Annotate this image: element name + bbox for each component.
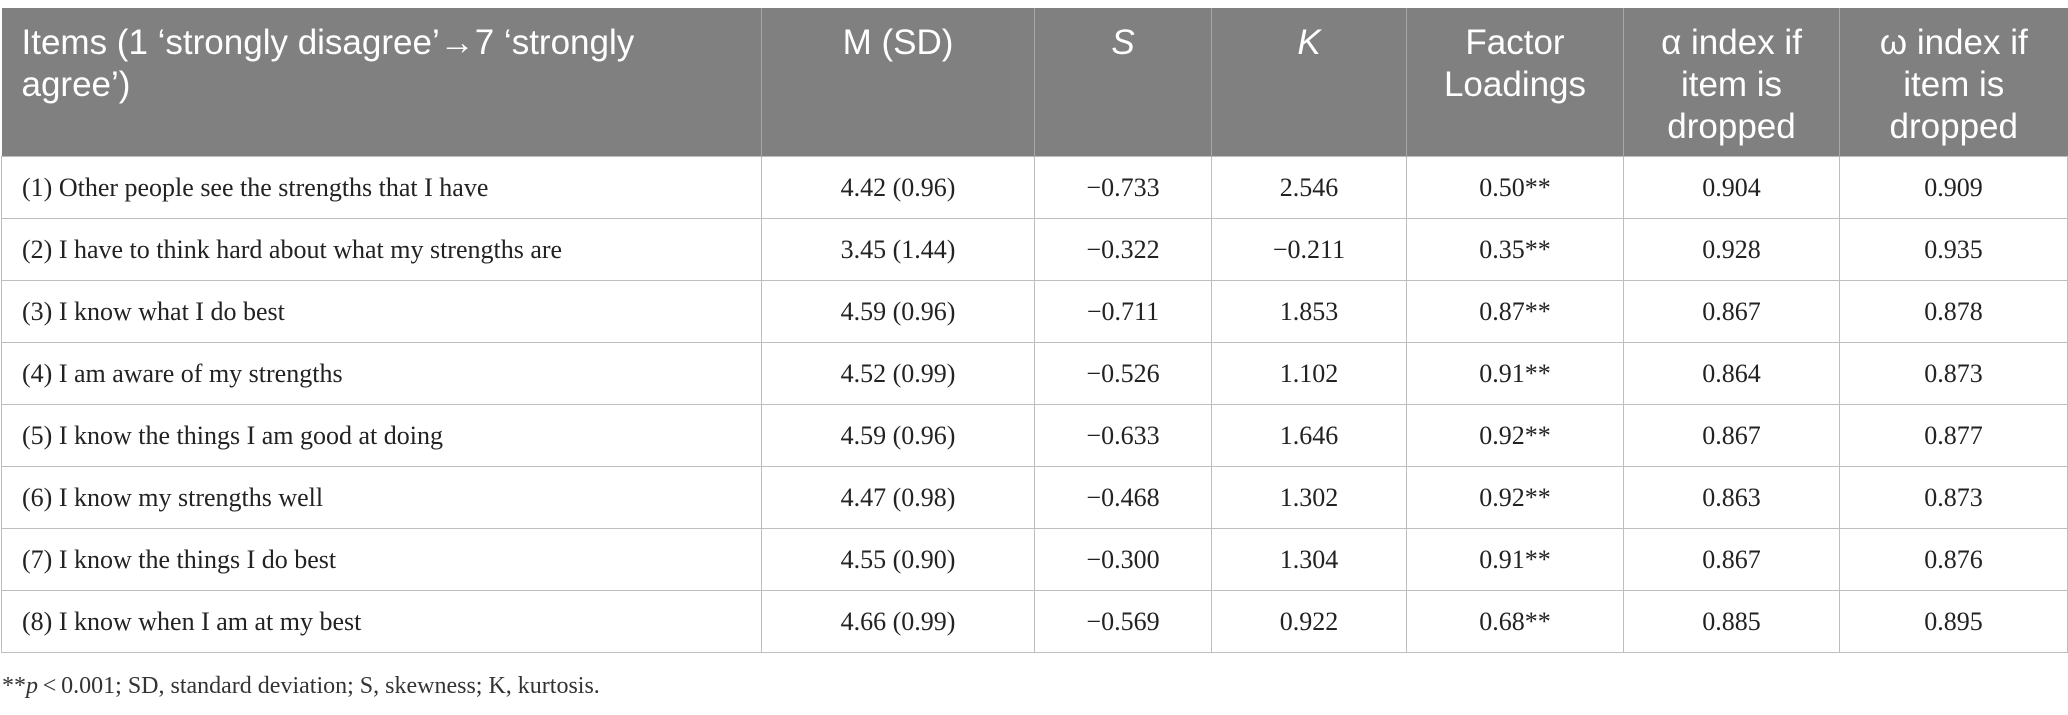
- cell-omega-if-dropped: 0.877: [1839, 404, 2068, 467]
- cell-omega-if-dropped: 0.895: [1839, 590, 2068, 653]
- table-footnote: **p < 0.001; SD, standard deviation; S, …: [2, 673, 600, 700]
- cell-factor-loading: 0.91**: [1406, 342, 1624, 405]
- cell-mean-sd: 4.59 (0.96): [761, 280, 1035, 343]
- cell-item-text: (1) Other people see the strengths that …: [1, 156, 762, 219]
- cell-kurtosis: 1.646: [1211, 404, 1407, 467]
- cell-skewness: −0.300: [1034, 528, 1212, 591]
- cell-alpha-if-dropped: 0.928: [1623, 218, 1840, 281]
- cell-mean-sd: 4.55 (0.90): [761, 528, 1035, 591]
- cell-alpha-if-dropped: 0.867: [1623, 528, 1840, 591]
- cell-factor-loading: 0.91**: [1406, 528, 1624, 591]
- table-row: (6) I know my strengths well 4.47 (0.98) −…: [1, 466, 2068, 529]
- cell-skewness: −0.633: [1034, 404, 1212, 467]
- table-row: (1) Other people see the strengths that …: [1, 156, 2068, 219]
- cell-item-text: (7) I know the things I do best: [1, 528, 762, 591]
- cell-omega-if-dropped: 0.935: [1839, 218, 2068, 281]
- cell-mean-sd: 3.45 (1.44): [761, 218, 1035, 281]
- cell-factor-loading: 0.92**: [1406, 404, 1624, 467]
- cell-skewness: −0.711: [1034, 280, 1212, 343]
- cell-item-text: (4) I am aware of my strengths: [1, 342, 762, 405]
- cell-mean-sd: 4.59 (0.96): [761, 404, 1035, 467]
- table-row: (7) I know the things I do best 4.55 (0.9…: [1, 528, 2068, 591]
- footnote-text: < 0.001; SD, standard deviation; S, skew…: [38, 673, 600, 699]
- table-container: Items (1 ‘strongly disagree’→7 ‘strongly…: [0, 8, 2068, 653]
- cell-kurtosis: 1.302: [1211, 466, 1407, 529]
- cell-omega-if-dropped: 0.873: [1839, 466, 2068, 529]
- cell-skewness: −0.526: [1034, 342, 1212, 405]
- psychometrics-table: Items (1 ‘strongly disagree’→7 ‘strongly…: [1, 8, 2068, 653]
- cell-kurtosis: 2.546: [1211, 156, 1407, 219]
- cell-omega-if-dropped: 0.878: [1839, 280, 2068, 343]
- table-row: (3) I know what I do best 4.59 (0.96) −0.7…: [1, 280, 2068, 343]
- column-header-items: Items (1 ‘strongly disagree’→7 ‘strongly…: [1, 8, 762, 157]
- cell-alpha-if-dropped: 0.867: [1623, 280, 1840, 343]
- cell-mean-sd: 4.42 (0.96): [761, 156, 1035, 219]
- cell-item-text: (8) I know when I am at my best: [1, 590, 762, 653]
- column-header-omega-if-dropped: ω index if item is dropped: [1839, 8, 2068, 157]
- cell-item-text: (6) I know my strengths well: [1, 466, 762, 529]
- cell-alpha-if-dropped: 0.863: [1623, 466, 1840, 529]
- table-row: (4) I am aware of my strengths 4.52 (0.99…: [1, 342, 2068, 405]
- cell-factor-loading: 0.68**: [1406, 590, 1624, 653]
- header-row: Items (1 ‘strongly disagree’→7 ‘strongly…: [1, 8, 2068, 157]
- cell-mean-sd: 4.47 (0.98): [761, 466, 1035, 529]
- table-row: (5) I know the things I am good at doing…: [1, 404, 2068, 467]
- footnote-p: p: [26, 673, 38, 699]
- table-row: (8) I know when I am at my best 4.66 (0.9…: [1, 590, 2068, 653]
- cell-factor-loading: 0.50**: [1406, 156, 1624, 219]
- cell-factor-loading: 0.87**: [1406, 280, 1624, 343]
- column-header-kurtosis: K: [1211, 8, 1407, 157]
- column-header-alpha-if-dropped: α index if item is dropped: [1623, 8, 1840, 157]
- cell-skewness: −0.569: [1034, 590, 1212, 653]
- footnote-stars: **: [2, 673, 26, 699]
- cell-kurtosis: 0.922: [1211, 590, 1407, 653]
- cell-item-text: (3) I know what I do best: [1, 280, 762, 343]
- cell-omega-if-dropped: 0.909: [1839, 156, 2068, 219]
- cell-alpha-if-dropped: 0.904: [1623, 156, 1840, 219]
- table-row: (2) I have to think hard about what my s…: [1, 218, 2068, 281]
- column-header-skewness: S: [1034, 8, 1212, 157]
- cell-kurtosis: 1.304: [1211, 528, 1407, 591]
- cell-item-text: (2) I have to think hard about what my s…: [1, 218, 762, 281]
- column-header-factor-loadings: Factor Loadings: [1406, 8, 1624, 157]
- cell-mean-sd: 4.52 (0.99): [761, 342, 1035, 405]
- cell-alpha-if-dropped: 0.867: [1623, 404, 1840, 467]
- cell-factor-loading: 0.92**: [1406, 466, 1624, 529]
- column-header-kurtosis-label: K: [1297, 23, 1321, 62]
- cell-skewness: −0.322: [1034, 218, 1212, 281]
- cell-item-text: (5) I know the things I am good at doing: [1, 404, 762, 467]
- cell-omega-if-dropped: 0.876: [1839, 528, 2068, 591]
- cell-mean-sd: 4.66 (0.99): [761, 590, 1035, 653]
- cell-omega-if-dropped: 0.873: [1839, 342, 2068, 405]
- cell-factor-loading: 0.35**: [1406, 218, 1624, 281]
- column-header-mean-sd: M (SD): [761, 8, 1035, 157]
- cell-kurtosis: 1.102: [1211, 342, 1407, 405]
- cell-alpha-if-dropped: 0.864: [1623, 342, 1840, 405]
- cell-skewness: −0.733: [1034, 156, 1212, 219]
- cell-alpha-if-dropped: 0.885: [1623, 590, 1840, 653]
- cell-kurtosis: 1.853: [1211, 280, 1407, 343]
- column-header-skewness-label: S: [1111, 23, 1135, 62]
- cell-kurtosis: −0.211: [1211, 218, 1407, 281]
- cell-skewness: −0.468: [1034, 466, 1212, 529]
